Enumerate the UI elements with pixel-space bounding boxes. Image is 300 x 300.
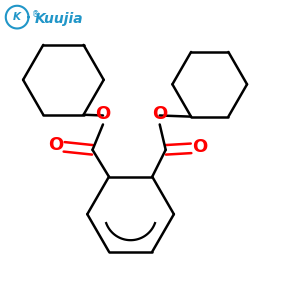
Text: O: O — [152, 105, 167, 123]
Text: O: O — [48, 136, 63, 154]
Text: O: O — [95, 105, 111, 123]
Text: O: O — [192, 138, 207, 156]
Text: Kuujia: Kuujia — [35, 12, 84, 26]
Text: ®: ® — [32, 10, 40, 19]
Text: K: K — [13, 12, 21, 22]
